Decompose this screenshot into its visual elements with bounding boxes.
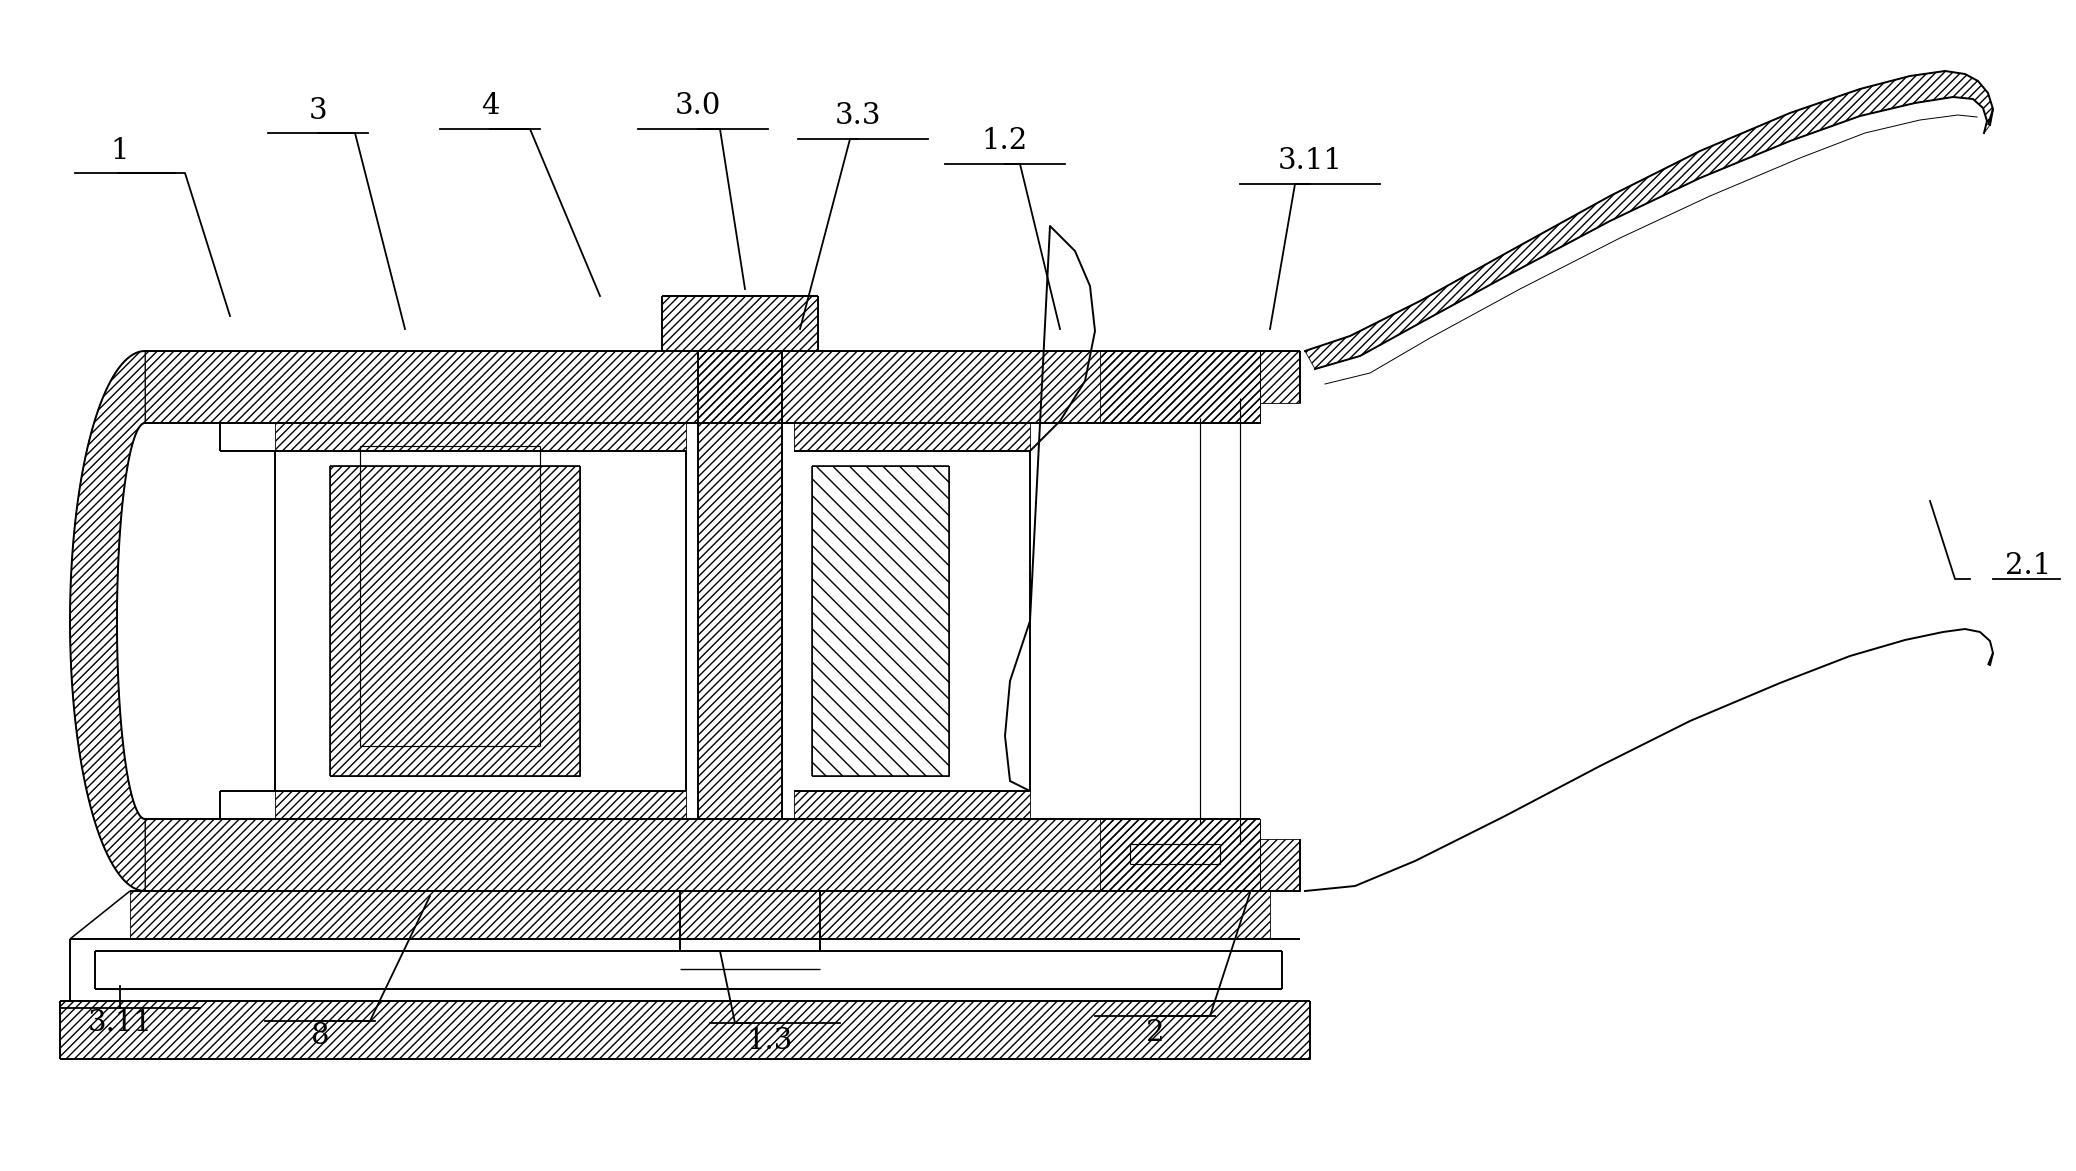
Text: 1.3: 1.3 [747,1027,793,1055]
Text: 4: 4 [482,93,498,119]
Text: 3.3: 3.3 [835,102,880,130]
Text: 3.11: 3.11 [1277,148,1343,174]
Text: 2: 2 [1146,1019,1165,1047]
Text: 3.0: 3.0 [675,93,720,119]
Text: 3: 3 [309,97,328,125]
Text: 3.11: 3.11 [87,1009,152,1038]
Text: 8: 8 [311,1022,330,1050]
Text: 2.1: 2.1 [2005,552,2051,580]
Text: 1.2: 1.2 [982,126,1028,155]
Text: 1: 1 [110,137,129,165]
